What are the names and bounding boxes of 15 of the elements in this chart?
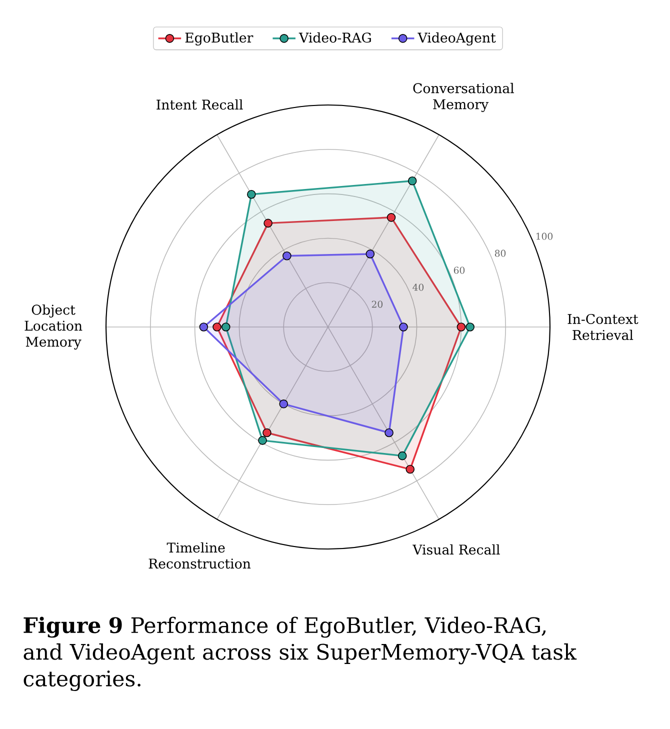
spoke-label: In-Context Retrieval bbox=[568, 314, 638, 340]
spoke-label: Visual Recall bbox=[412, 544, 500, 555]
spoke-label: Conversational Memory bbox=[413, 82, 514, 112]
legend-label: VideoAgent bbox=[418, 32, 496, 46]
y-tick-label: 60 bbox=[454, 266, 465, 274]
spoke-label: Timeline Reconstruction bbox=[148, 542, 251, 569]
y-tick-label: 40 bbox=[412, 284, 424, 291]
spoke-label: Intent Recall bbox=[156, 99, 243, 110]
text: Figure 9 Performance of EgoButler, Video-RAG, and VideoAgent across six SuperMemory-VQA task categories. bbox=[24, 616, 577, 692]
spoke-label: Object Location Memory bbox=[24, 304, 82, 350]
y-tick-label: 80 bbox=[494, 250, 506, 257]
legend-label: EgoButler bbox=[185, 32, 254, 46]
legend-label: Video-RAG bbox=[298, 32, 371, 43]
y-tick-label: 20 bbox=[372, 300, 383, 308]
y-tick-label: 100 bbox=[536, 232, 553, 240]
